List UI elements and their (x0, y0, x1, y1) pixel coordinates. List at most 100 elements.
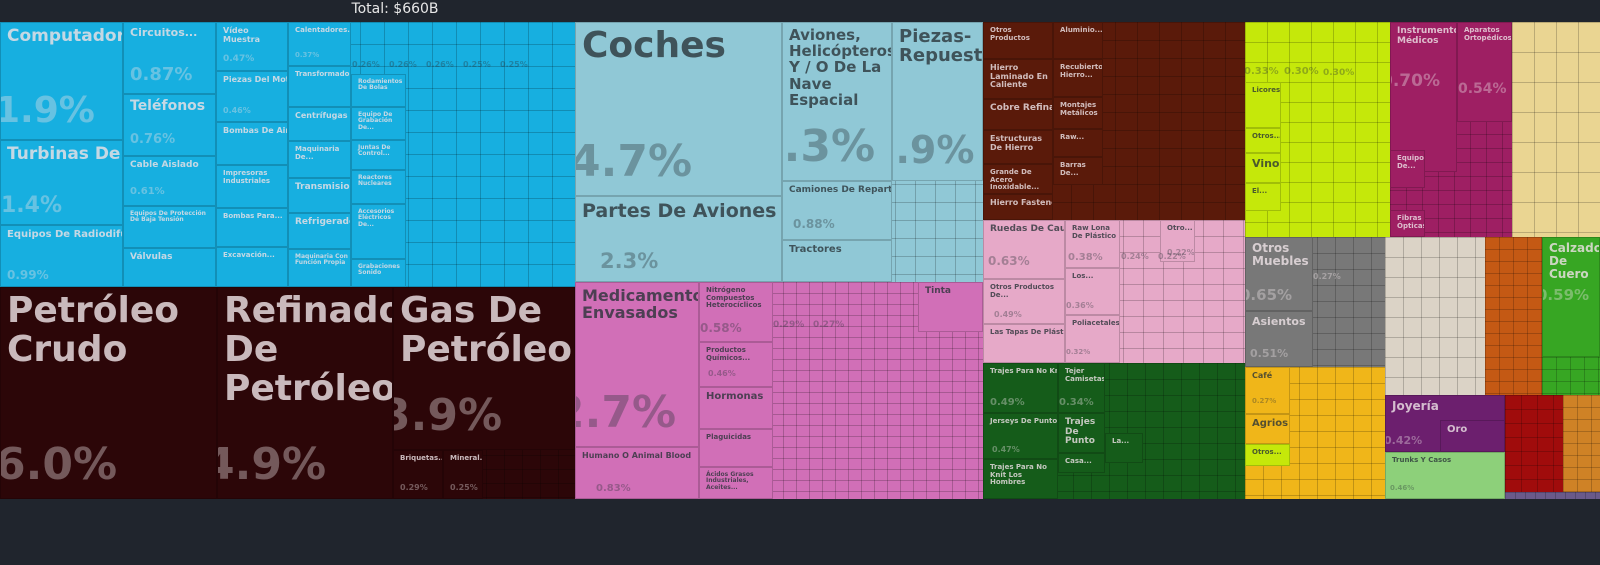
treemap-tile-otros[interactable]: Otros... (1245, 128, 1281, 153)
treemap-tile-gas-de-petroleo[interactable]: Gas De Petróleo 3.9% (393, 287, 575, 450)
treemap-tile-trunks-y-casos[interactable]: Trunks Y Casos 0.46% (1385, 452, 1505, 499)
treemap-tile-otros-productos[interactable]: Otros Productos (983, 22, 1053, 59)
treemap-tile-maquinaria-de[interactable]: Maquinaria De... (288, 141, 351, 178)
treemap-tile-otros-muebles[interactable]: Otros Muebles 0.65% (1245, 237, 1313, 311)
treemap-tile-tejer-camisetas[interactable]: Tejer Camisetas 0.34% (1058, 363, 1105, 413)
treemap-tile-asientos[interactable]: Asientos 0.51% (1245, 311, 1313, 367)
treemap-tile-bombas-para[interactable]: Bombas Para... (216, 208, 288, 247)
tile-label: Trajes Para No Knit (990, 367, 1058, 375)
treemap-tile-equipo-de-grabacion-de[interactable]: Equipo De Grabación De... (351, 107, 406, 140)
treemap-tile-hormonas[interactable]: Hormonas (699, 387, 773, 429)
treemap-tile-video-muestra[interactable]: Vídeo Muestra 0.47% (216, 22, 288, 71)
treemap-tile-equipos-de-radiodifusion[interactable]: Equipos De Radiodifusión 0.99% (0, 225, 123, 287)
treemap-tile-aluminio[interactable]: Aluminio... (1053, 22, 1103, 59)
treemap-tile-estructuras-de-hierro[interactable]: Estructuras De Hierro (983, 130, 1053, 164)
treemap-tile-agrios[interactable]: Agrios (1245, 414, 1290, 444)
treemap-tile-la[interactable]: La... (1105, 433, 1143, 463)
treemap-tile-camiones-de-reparto[interactable]: Camiones De Reparto 0.88% (782, 181, 892, 240)
treemap-tile-excavacion[interactable]: Excavación... (216, 247, 288, 287)
treemap-tile-refrigeradores[interactable]: Refrigeradores (288, 213, 351, 249)
treemap-tile-recubierto-hierro[interactable]: Recubierto Hierro... (1053, 59, 1103, 97)
tile-label: Bombas Para... (223, 212, 283, 220)
treemap-tile-hierro-fasteners[interactable]: Hierro Fasteners (983, 194, 1053, 220)
treemap-tile-calzado-de-cuero[interactable]: Calzado De Cuero 0.59% (1542, 237, 1600, 357)
treemap-tile-coches[interactable]: Coches 4.7% (575, 22, 782, 196)
treemap-tile-acidos-grasos-industriales-aceites[interactable]: Ácidos Grasos Industriales, Aceites... (699, 467, 773, 499)
treemap-tile-partes-de-aviones[interactable]: Partes De Aviones 2.3% (575, 196, 782, 282)
treemap-tile-petroleo-crudo[interactable]: Petróleo Crudo 6.0% (0, 287, 217, 499)
treemap-tile-las-tapas-de-plastico[interactable]: Las Tapas De Plástico (983, 324, 1065, 363)
treemap-tile-cable-aislado[interactable]: Cable Aislado 0.61% (123, 156, 216, 206)
treemap-tile-nitrogeno-compuestos-heterociclicos[interactable]: Nitrógeno Compuestos Heterocíclicos 0.58% (699, 282, 773, 342)
treemap-tile-reactores-nucleares[interactable]: Reactores Nucleares (351, 170, 406, 204)
tile-label: Joyería (1392, 399, 1439, 413)
treemap-tile-rodamientos-de-bolas[interactable]: Rodamientos De Bolas (351, 74, 406, 107)
treemap-tile-equipo-de[interactable]: Equipo De... (1390, 150, 1425, 188)
treemap-tile-computadoras[interactable]: Computadoras 1.9% (0, 22, 123, 140)
treemap-tile-instrumentos-medicos[interactable]: Instrumentos Médicos 0.70% (1390, 22, 1457, 172)
treemap-tile-jerseys-de-punto[interactable]: Jerseys De Punto 0.47% (983, 413, 1058, 459)
treemap-tile-otros-productos-de[interactable]: Otros Productos De... 0.49% (983, 279, 1065, 324)
treemap-tile-cafe[interactable]: Café 0.27% (1245, 367, 1290, 414)
treemap-tile-maquinaria-con-funcion-propia[interactable]: Maquinaria Con Función Propia (288, 249, 351, 287)
tile-label: Equipos De Radiodifusión (7, 229, 122, 240)
treemap-tile-equipos-de-proteccion-de-baja-tension[interactable]: Equipos De Protección De Baja Tensión (123, 206, 216, 248)
treemap-tile-bombas-de-aire[interactable]: Bombas De Aire (216, 122, 288, 165)
treemap-tile-accesorios-electricos-de[interactable]: Accesorios Eléctricos De... (351, 204, 406, 259)
treemap-tile-plaguicidas[interactable]: Plaguicidas (699, 429, 773, 467)
treemap-tile-calentadores[interactable]: Calentadores... 0.37% (288, 22, 351, 66)
treemap-tile-trajes-de-punto[interactable]: Trajes De Punto (1058, 413, 1105, 453)
treemap-tile-trajes-para-no-knit-los-hombres[interactable]: Trajes Para No Knit Los Hombres (983, 459, 1058, 499)
treemap-tile-circuitos[interactable]: Circuitos... 0.87% (123, 22, 216, 94)
treemap-tile-ruedas-de-caucho[interactable]: Ruedas De Caucho 0.63% (983, 220, 1065, 279)
treemap-tile-trajes-para-no-knit[interactable]: Trajes Para No Knit 0.49% (983, 363, 1058, 413)
treemap-tile-hierro-laminado-en-caliente[interactable]: Hierro Laminado En Caliente (983, 59, 1053, 99)
tile-label: Equipo De... (1397, 154, 1424, 170)
treemap-tile-piezas-del-motor[interactable]: Piezas Del Motor 0.46% (216, 71, 288, 122)
tile-label: Los... (1072, 272, 1094, 280)
treemap-tile-grabaciones-sonido[interactable]: Grabaciones Sonido (351, 259, 406, 287)
tile-label: Piezas Del Motor (223, 75, 287, 84)
treemap-tile-centrifugas[interactable]: Centrífugas (288, 107, 351, 141)
treemap-tile-montajes-metalicos[interactable]: Montajes Metálicos (1053, 97, 1103, 129)
treemap-tile-tinta[interactable]: Tinta (918, 282, 983, 332)
tile-label: Camiones De Reparto (789, 185, 892, 195)
treemap-tile-aviones-helicopteros-y-o-de-la-nave-espacial[interactable]: Aviones, Helicópteros Y / O De La Nave E… (782, 22, 892, 181)
treemap-tile-mineral[interactable]: Mineral... 0.25% (443, 450, 483, 499)
treemap-tile-otros[interactable]: Otros... (1245, 444, 1290, 466)
treemap-tile-barras-de[interactable]: Barras De... (1053, 157, 1103, 185)
tile-percent: 0.87% (130, 64, 193, 85)
treemap-tile-casa[interactable]: Casa... (1058, 453, 1105, 473)
treemap-tile-refinado-de-petroleo[interactable]: Refinado De Petróleo 4.9% (217, 287, 393, 499)
treemap-tile-juntas-de-control[interactable]: Juntas De Control... (351, 140, 406, 170)
treemap-tile-raw[interactable]: Raw... (1053, 129, 1103, 157)
treemap-tile-valvulas[interactable]: Válvulas (123, 248, 216, 287)
treemap-tile-turbinas-de[interactable]: Turbinas De 1.4% (0, 140, 123, 225)
tile-label: Accesorios Eléctricos De... (358, 208, 395, 228)
tile-label: Calzado De Cuero (1549, 241, 1600, 281)
treemap-tile-otro[interactable]: Otro... 0.22% (1160, 220, 1195, 262)
tile-percent: 0.46% (223, 106, 251, 115)
treemap-tile-medicamentos-envasados[interactable]: Medicamentos Envasados 2.7% (575, 282, 699, 447)
treemap-tile-humano-o-animal-blood[interactable]: Humano O Animal Blood 0.83% (575, 447, 699, 499)
treemap-tile-raw-lona-de-plastico[interactable]: Raw Lona De Plástico 0.38% (1065, 220, 1120, 268)
treemap-tile-piezas-repuestos[interactable]: Piezas-Repuestos 1.9% (892, 22, 983, 181)
treemap-tile-tractores[interactable]: Tractores (782, 240, 892, 282)
treemap-tile-oro[interactable]: Oro (1440, 420, 1505, 452)
treemap-tile-transformadores[interactable]: Transformadores... (288, 66, 351, 107)
treemap-tile-fibras-opticas[interactable]: Fibras Ópticas (1390, 210, 1425, 237)
treemap-tile-productos-quimicos[interactable]: Productos Químicos... 0.46% (699, 342, 773, 387)
treemap-tile-telefonos[interactable]: Teléfonos 0.76% (123, 94, 216, 156)
treemap-tile-cobre-refinado[interactable]: Cobre Refinado (983, 99, 1053, 130)
treemap-tile-briquetas[interactable]: Briquetas... 0.29% (393, 450, 443, 499)
treemap-tile-aparatos-ortopedicos[interactable]: Aparatos Ortopédicos 0.54% (1457, 22, 1512, 122)
treemap-tile-transmisiones[interactable]: Transmisiones (288, 178, 351, 213)
treemap-tile-poliacetales[interactable]: Poliacetales 0.32% (1065, 315, 1120, 363)
treemap-tile-los[interactable]: Los... 0.36% (1065, 268, 1120, 315)
treemap-tile-el[interactable]: El... (1245, 183, 1281, 211)
treemap-tile-vino[interactable]: Vino (1245, 153, 1281, 183)
tile-percent: 0.76% (130, 132, 176, 147)
treemap-tile-impresoras-industriales[interactable]: Impresoras Industriales (216, 165, 288, 208)
treemap-tile-grande-de-acero-inoxidable[interactable]: Grande De Acero Inoxidable... (983, 164, 1053, 194)
treemap-tile-licores[interactable]: Licores (1245, 82, 1281, 128)
